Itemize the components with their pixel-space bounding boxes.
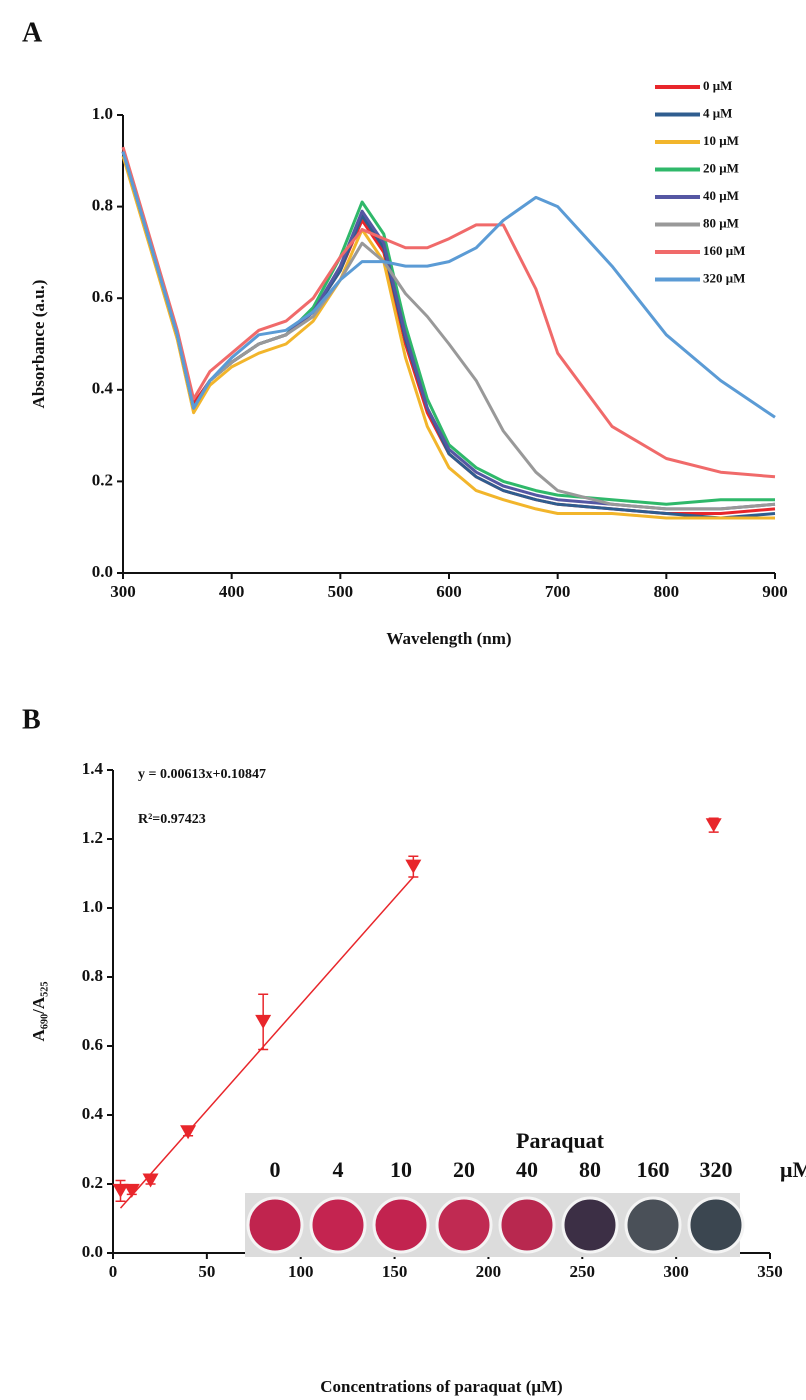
- legend-label: 4 μM: [703, 105, 732, 120]
- point: [123, 1183, 140, 1198]
- point: [255, 1014, 272, 1029]
- inset-label: 10: [390, 1157, 412, 1182]
- series-line: [121, 151, 776, 515]
- inset-label: 20: [453, 1157, 475, 1182]
- x-tick-label: 300: [110, 582, 136, 601]
- y-tick-label: 0.0: [92, 562, 113, 581]
- well: [624, 1196, 682, 1254]
- legend-label: 20 μM: [703, 160, 739, 175]
- fit-line: [119, 876, 414, 1209]
- x-tick-label: 0: [109, 1262, 118, 1281]
- x-tick-label: 600: [436, 582, 462, 601]
- y-tick-label: 0.8: [92, 196, 113, 215]
- legend-label: 0 μM: [703, 78, 732, 93]
- well: [498, 1196, 556, 1254]
- well: [372, 1196, 430, 1254]
- y-tick-label: 1.2: [82, 828, 103, 847]
- legend-label: 160 μM: [703, 243, 745, 258]
- x-tick-label: 400: [219, 582, 245, 601]
- inset-label: 40: [516, 1157, 538, 1182]
- well: [309, 1196, 367, 1254]
- x-axis-label: Wavelength (nm): [386, 629, 511, 648]
- inset-label: 160: [637, 1157, 670, 1182]
- x-tick-label: 200: [476, 1262, 502, 1281]
- legend-label: 40 μM: [703, 188, 739, 203]
- y-tick-label: 0.4: [92, 379, 114, 398]
- x-tick-label: 150: [382, 1262, 408, 1281]
- x-axis-label: Concentrations of paraquat (μM): [320, 1377, 562, 1396]
- well: [435, 1196, 493, 1254]
- legend-label: 320 μM: [703, 270, 745, 285]
- panel-label: A: [22, 17, 43, 48]
- inset-label: 320: [700, 1157, 733, 1182]
- point: [112, 1183, 129, 1198]
- legend-label: 10 μM: [703, 133, 739, 148]
- y-tick-label: 1.0: [92, 104, 113, 123]
- inset-label: 0: [270, 1157, 281, 1182]
- x-tick-label: 250: [570, 1262, 596, 1281]
- x-tick-label: 50: [198, 1262, 215, 1281]
- inset-label: 80: [579, 1157, 601, 1182]
- well: [687, 1196, 745, 1254]
- y-tick-label: 1.0: [82, 897, 103, 916]
- inset-title: Paraquat: [516, 1128, 605, 1153]
- y-tick-label: 0.6: [92, 287, 113, 306]
- series-line: [121, 151, 776, 520]
- inset-label: 4: [333, 1157, 344, 1182]
- y-axis-label: A₆₉₀/A₅₂₅: [29, 982, 48, 1042]
- x-tick-label: 900: [762, 582, 788, 601]
- y-tick-label: 0.2: [92, 470, 113, 489]
- point: [142, 1173, 159, 1188]
- annotation: y = 0.00613x+0.10847: [138, 767, 266, 782]
- panel-label: B: [22, 704, 41, 735]
- x-tick-label: 350: [757, 1262, 783, 1281]
- series-line: [121, 151, 776, 419]
- series-line: [121, 146, 776, 479]
- y-tick-label: 0.2: [82, 1173, 103, 1192]
- y-axis-label: Absorbance (a.u.): [29, 280, 48, 409]
- y-tick-label: 0.4: [82, 1104, 104, 1123]
- point: [405, 859, 422, 874]
- inset-unit: μM: [780, 1157, 806, 1182]
- x-tick-label: 100: [288, 1262, 314, 1281]
- legend-label: 80 μM: [703, 215, 739, 230]
- well: [246, 1196, 304, 1254]
- x-tick-label: 800: [654, 582, 680, 601]
- x-tick-label: 300: [663, 1262, 689, 1281]
- series-line: [121, 155, 775, 520]
- y-tick-label: 0.8: [82, 966, 103, 985]
- point: [180, 1125, 197, 1140]
- well: [561, 1196, 619, 1254]
- point: [705, 818, 722, 833]
- y-tick-label: 1.4: [82, 759, 104, 778]
- x-tick-label: 500: [328, 582, 354, 601]
- y-tick-label: 0.6: [82, 1035, 103, 1054]
- x-tick-label: 700: [545, 582, 571, 601]
- y-tick-label: 0.0: [82, 1242, 103, 1261]
- annotation: R²=0.97423: [138, 812, 206, 827]
